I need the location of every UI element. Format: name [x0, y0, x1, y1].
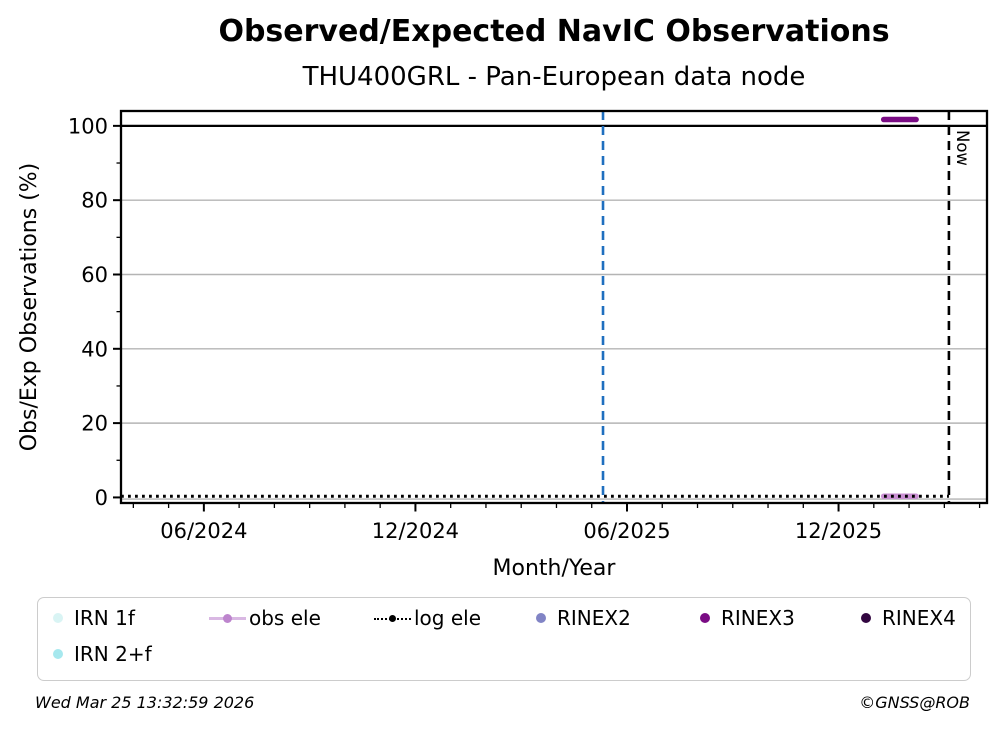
legend-marker-irn-1f [48, 611, 74, 625]
legend-item-obs-ele: obs ele [209, 602, 321, 634]
legend-label: IRN 1f [74, 606, 135, 630]
now-label: Now [953, 130, 972, 166]
legend: IRN 1f obs ele log ele RINEX2 RINEX3 RINEX4 IR… [37, 597, 971, 681]
x-tick-label: 12/2024 [372, 519, 459, 543]
timestamp-text: Wed Mar 25 13:32:59 2026 [35, 693, 255, 712]
x-tick-label: 06/2025 [583, 519, 670, 543]
dot-icon [536, 613, 546, 623]
y-tick-label: 100 [68, 114, 108, 138]
plot-frame [119, 109, 989, 505]
dot-icon [223, 613, 232, 623]
y-tick-label: 60 [81, 263, 108, 287]
legend-label: RINEX4 [882, 606, 956, 630]
y-tick-label: 0 [95, 486, 108, 510]
x-tick-label: 06/2024 [160, 519, 247, 543]
legend-label: IRN 2+f [74, 642, 152, 666]
dot-icon [389, 614, 396, 622]
legend-marker-rinex2 [531, 611, 557, 625]
plot-canvas: 0 20 40 60 80 100 06/2024 12/2024 06/2025 12/2025… [68, 109, 989, 543]
dot-icon [53, 649, 63, 659]
chart-subtitle: THU400GRL - Pan-European data node [302, 62, 806, 92]
legend-item-rinex3: RINEX3 [695, 602, 795, 634]
legend-marker-rinex4 [856, 611, 882, 625]
legend-label: obs ele [249, 606, 321, 630]
y-tick-label: 80 [81, 189, 108, 213]
dot-icon [861, 613, 871, 623]
legend-label: log ele [414, 606, 482, 630]
legend-item-rinex2: RINEX2 [531, 602, 631, 634]
legend-label: RINEX3 [721, 606, 795, 630]
y-tick-label: 20 [81, 412, 108, 436]
legend-marker-obs-ele [209, 611, 249, 625]
legend-item-rinex4: RINEX4 [856, 602, 956, 634]
legend-marker-log-ele [374, 611, 414, 625]
x-tick-label: 12/2025 [795, 519, 882, 543]
y-tick-label: 40 [81, 337, 108, 361]
chart-title: Observed/Expected NavIC Observations [218, 14, 890, 49]
legend-item-irn-1f: IRN 1f [48, 602, 135, 634]
copyright-text: ©GNSS@ROB [859, 693, 970, 712]
legend-marker-rinex3 [695, 611, 721, 625]
legend-marker-irn-2-f [48, 647, 74, 661]
legend-item-irn-2-f: IRN 2+f [48, 638, 152, 670]
legend-item-log-ele: log ele [374, 602, 481, 634]
dot-icon [53, 613, 63, 623]
dot-icon [700, 613, 710, 623]
legend-label: RINEX2 [557, 606, 631, 630]
x-axis-label: Month/Year [492, 556, 616, 581]
y-axis-label: Obs/Exp Observations (%) [17, 162, 42, 452]
